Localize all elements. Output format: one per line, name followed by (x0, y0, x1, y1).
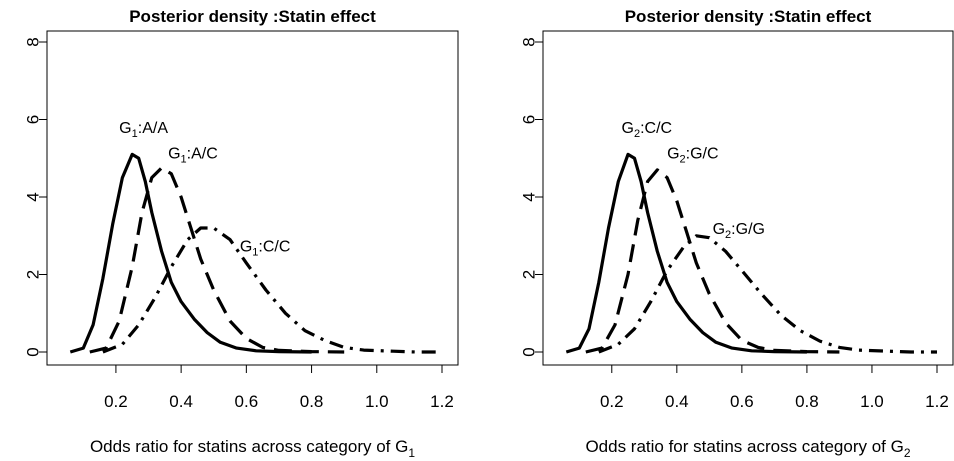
curve-annotation: G1:A/C (168, 145, 218, 165)
chart-title: Posterior density :Statin effect (625, 7, 872, 26)
annotation-subscript: 1 (181, 153, 187, 165)
curve-annotation: G2:G/C (667, 145, 718, 165)
x-tick-label: 0.6 (235, 392, 259, 411)
chart-panel-1: Posterior density :Statin effect 0.2 0.4 0.… (24, 7, 459, 460)
annotation-base: G (119, 120, 131, 137)
annotation-base: G (240, 238, 252, 255)
annotation-subscript: 2 (725, 229, 731, 241)
x-axis-label: Odds ratio for statins across category o… (90, 437, 415, 460)
y-tick-label: 6 (520, 115, 539, 124)
x-tick-label: 0.8 (300, 392, 324, 411)
y-tick-label: 8 (24, 37, 43, 46)
x-tick-label: 0.4 (169, 392, 193, 411)
annotation-base: G (713, 221, 725, 238)
y-tick-label: 0 (24, 347, 43, 356)
x-tick-label: 1.0 (365, 392, 389, 411)
annotation-genotype: :A/C (187, 145, 218, 162)
y-tick-label: 4 (520, 192, 539, 201)
density-curve-dashed (89, 166, 345, 354)
curve-annotation: G2:C/C (622, 120, 673, 140)
annotation-base: G (168, 145, 180, 162)
annotation-subscript: 2 (634, 128, 640, 140)
plot-frame (542, 30, 954, 366)
density-curve-dashdot (102, 226, 442, 354)
x-tick-label: 0.8 (795, 392, 819, 411)
plot-frame (46, 30, 459, 366)
annotation-genotype: :G/G (731, 221, 765, 238)
density-curve-solid (69, 152, 312, 354)
x-tick-label: 1.2 (430, 392, 454, 411)
annotation-genotype: :C/C (258, 238, 290, 255)
annotation-base: G (667, 145, 679, 162)
x-tick-label: 0.2 (104, 392, 128, 411)
annotation-genotype: :G/C (686, 145, 719, 162)
annotation-genotype: :C/C (640, 120, 672, 137)
x-tick-label: 1.0 (860, 392, 884, 411)
x-axis-label: Odds ratio for statins across category o… (585, 437, 910, 460)
y-tick-label: 0 (520, 347, 539, 356)
x-axis-label-subscript: 1 (408, 446, 415, 460)
density-curve-dashed (585, 168, 840, 354)
chart-title: Posterior density :Statin effect (129, 7, 376, 26)
curve-annotation: G1:C/C (240, 238, 291, 258)
annotation-subscript: 1 (132, 128, 138, 140)
y-tick-label: 2 (24, 270, 43, 279)
chart-panel-2: Posterior density :Statin effect 0.2 0.4 0.… (520, 7, 954, 460)
annotation-subscript: 1 (252, 246, 258, 258)
curve-annotation: G1:A/A (119, 120, 168, 140)
x-tick-label: 0.6 (730, 392, 754, 411)
x-tick-label: 0.2 (600, 392, 624, 411)
density-curve-dashdot (598, 234, 937, 354)
y-tick-label: 8 (520, 37, 539, 46)
y-tick-label: 6 (24, 115, 43, 124)
x-tick-label: 0.4 (665, 392, 689, 411)
annotation-base: G (622, 120, 634, 137)
x-axis-label-text: Odds ratio for statins across category o… (585, 437, 903, 456)
annotation-genotype: :A/A (138, 120, 169, 137)
y-tick-label: 2 (520, 270, 539, 279)
y-tick-label: 4 (24, 192, 43, 201)
curve-annotation: G2:G/G (713, 221, 765, 241)
x-tick-label: 1.2 (925, 392, 949, 411)
annotation-subscript: 2 (680, 153, 686, 165)
density-curve-solid (565, 152, 807, 354)
x-axis-label-text: Odds ratio for statins across category o… (90, 437, 408, 456)
x-axis-label-subscript: 2 (904, 446, 911, 460)
